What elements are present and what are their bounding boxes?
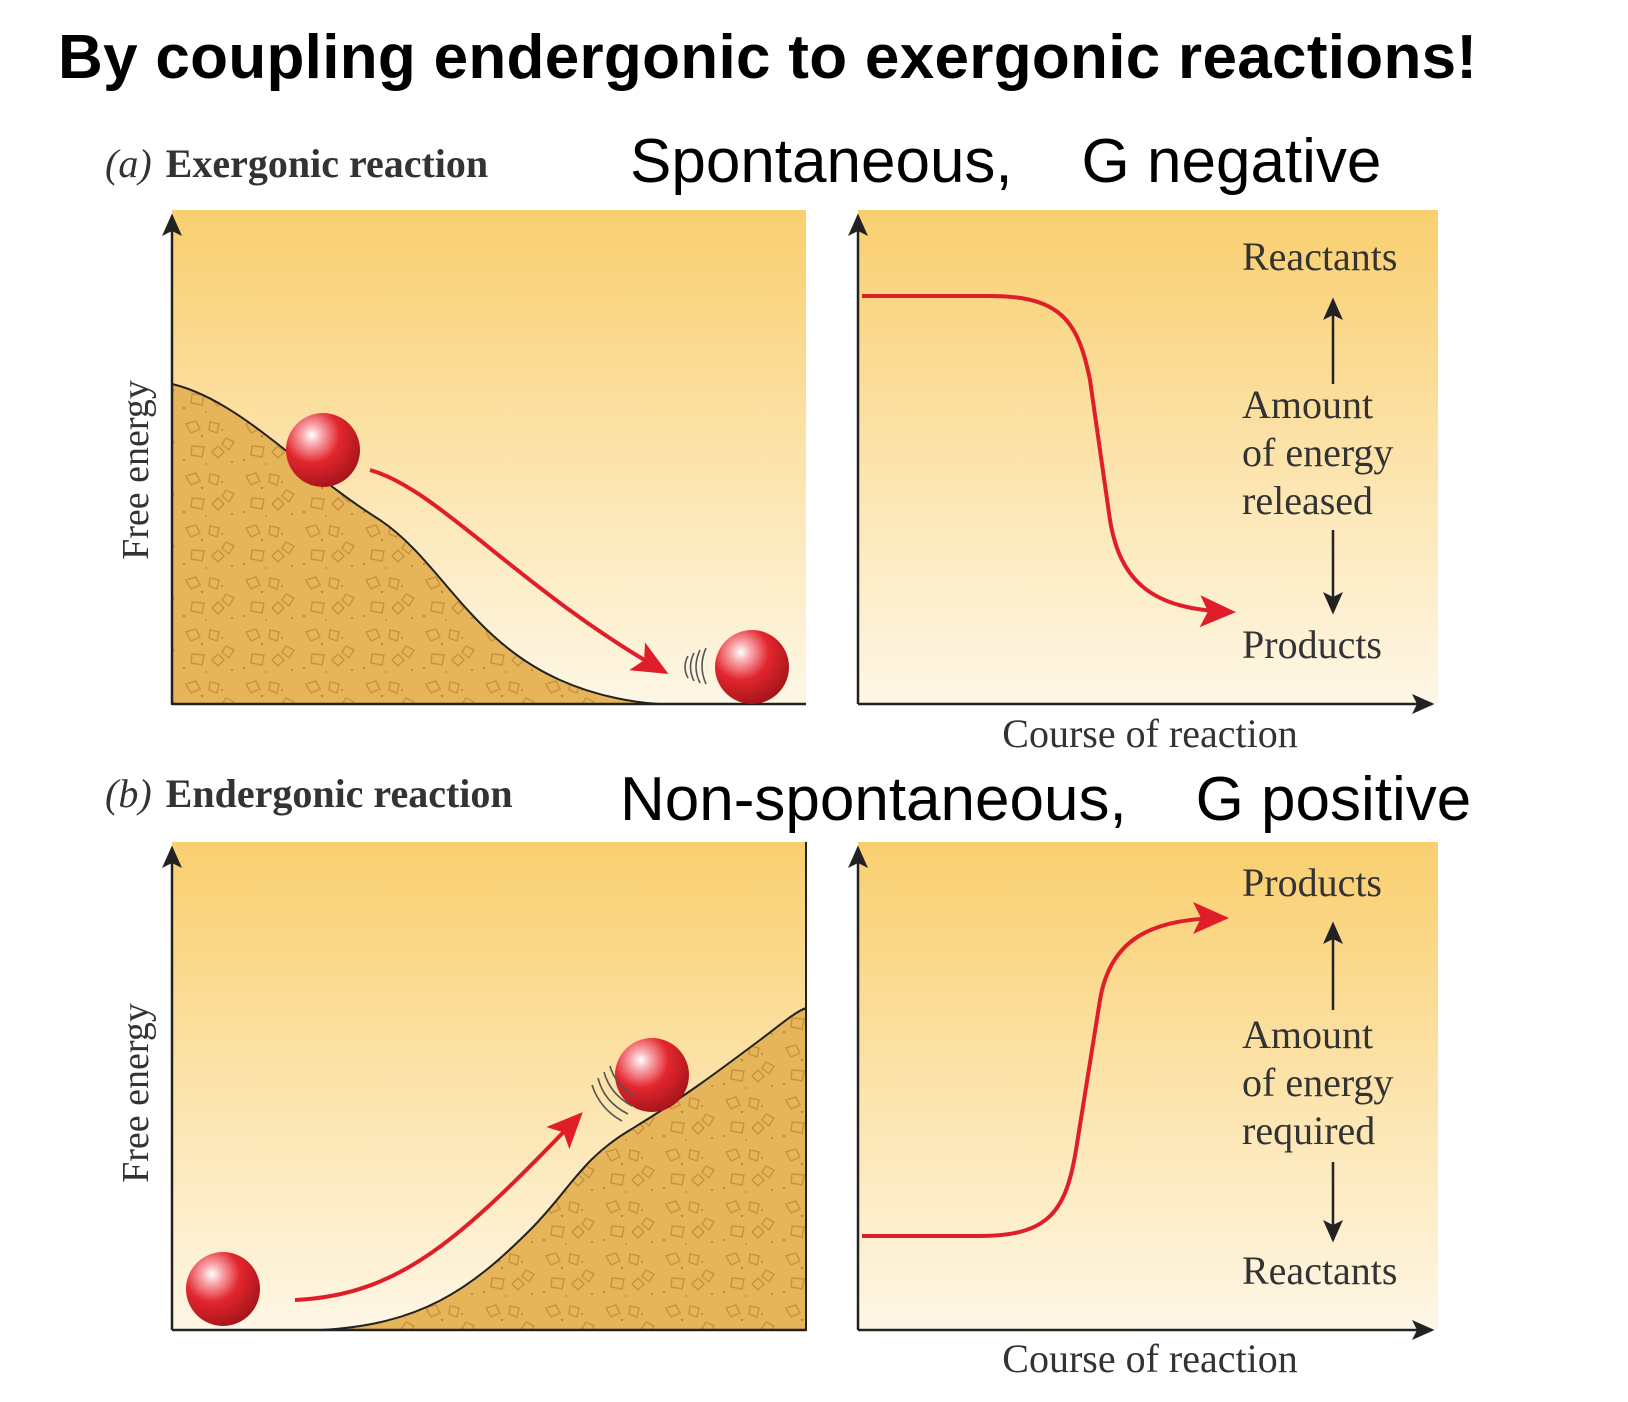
panel-a-middle-label-1: Amount [1242, 382, 1373, 427]
panel-a-top-label: Reactants [1242, 234, 1398, 279]
panel-b-ball-start [186, 1252, 260, 1326]
panel-b-energy-curve [862, 902, 1229, 1238]
panel-a-label: (a) Exergonic reaction [105, 140, 488, 187]
panel-a-bottom-label: Products [1242, 622, 1382, 667]
panel-b-bottom-label: Reactants [1242, 1248, 1398, 1293]
panel-a-caption: Spontaneous, G negative [630, 127, 1382, 196]
panel-b-x-axis-label: Course of reaction [1002, 1336, 1297, 1381]
panel-b-caption: Non-spontaneous, G positive [620, 765, 1472, 834]
panel-a-x-axis-label: Course of reaction [1002, 711, 1297, 756]
panel-a-graph-background [858, 210, 1438, 704]
panel-a-energy-curve [862, 294, 1236, 628]
panel-b-middle-label-2: of energy [1242, 1060, 1393, 1105]
panel-b-y-axis-label: Free energy [115, 1003, 157, 1183]
panel-b-push-arrow [294, 1112, 583, 1302]
panel-a-y-axis-label: Free energy [115, 380, 157, 560]
slide-title: By coupling endergonic to exergonic reac… [58, 23, 1478, 92]
panel-b-ball-end [615, 1038, 689, 1112]
panel-a-motion-lines [684, 647, 707, 685]
panel-a-energy-graph: Reactants Amount of energy released Prod… [848, 210, 1438, 756]
panel-a-roll-arrow [369, 468, 669, 674]
panel-b-energy-graph: Products Amount of energy required React… [848, 842, 1438, 1381]
panel-a-hill-illustration: Free energy [115, 210, 806, 706]
panel-a-letter: (a) [105, 141, 152, 186]
panel-b-label: (b) Endergonic reaction [105, 770, 513, 817]
panel-b-top-label: Products [1242, 860, 1382, 905]
panel-b-name: Endergonic reaction [165, 771, 513, 816]
panel-b-letter: (b) [105, 771, 152, 816]
panel-b-middle-label-1: Amount [1242, 1012, 1373, 1057]
panel-a-middle-label-2: of energy [1242, 430, 1393, 475]
panel-a-name: Exergonic reaction [165, 141, 489, 186]
panel-b-hill-illustration: Free energy [115, 842, 807, 1332]
panel-a-ball-start [286, 413, 360, 487]
panel-a-middle-label-3: released [1242, 478, 1373, 523]
panel-b-middle-label-3: required [1242, 1108, 1375, 1153]
panel-b-hill [319, 1006, 807, 1331]
panel-b-motion-lines [591, 1065, 635, 1122]
panel-a-ball-end [715, 630, 789, 704]
